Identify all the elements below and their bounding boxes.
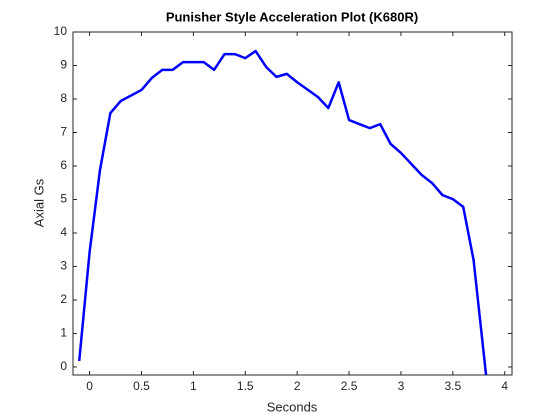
- x-tick-label: 0.5: [133, 379, 150, 393]
- y-tick-label: 9: [60, 58, 67, 72]
- x-tick-label: 1.5: [237, 379, 254, 393]
- y-tick-label: 5: [60, 192, 67, 206]
- y-tick-label: 4: [60, 225, 67, 239]
- x-tick-label: 2.5: [341, 379, 358, 393]
- x-tick-label: 3.5: [445, 379, 462, 393]
- y-tick-label: 6: [60, 158, 67, 172]
- x-tick-label: 4: [501, 379, 508, 393]
- x-tick-label: 1: [190, 379, 197, 393]
- y-tick-label: 10: [54, 24, 68, 38]
- data-line: [77, 49, 488, 376]
- y-tick-label: 8: [60, 91, 67, 105]
- y-tick-label: 0: [60, 359, 67, 373]
- x-axis-label: Seconds: [267, 399, 318, 414]
- y-tick-label: 1: [60, 326, 67, 340]
- chart-title: Punisher Style Acceleration Plot (K680R): [166, 9, 418, 24]
- x-tick-label: 3: [398, 379, 405, 393]
- x-tick-label: 0: [86, 379, 93, 393]
- y-tick-label: 7: [60, 125, 67, 139]
- y-tick-label: 3: [60, 259, 67, 273]
- y-tick-label: 2: [60, 292, 67, 306]
- y-axis-label: Axial Gs: [31, 178, 46, 227]
- axes-box: [72, 31, 513, 376]
- x-tick-label: 2: [294, 379, 301, 393]
